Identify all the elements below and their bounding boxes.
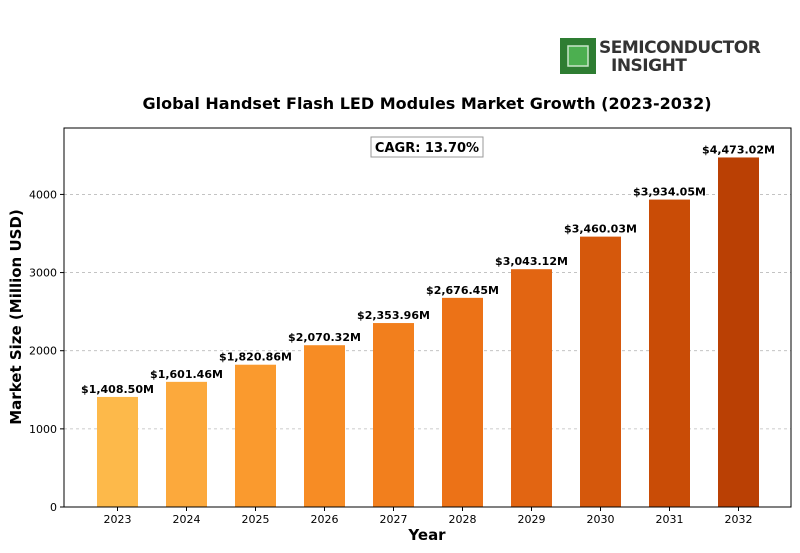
logo-chip-core — [567, 45, 589, 67]
x-tick-label-2027: 2027 — [380, 513, 408, 526]
x-axis-label: Year — [407, 526, 446, 544]
chart-title: Global Handset Flash LED Modules Market … — [142, 94, 711, 113]
data-label-2031: $3,934.05M — [633, 186, 706, 199]
x-ticks-group: 2023 2024 2025 2026 2027 2028 2029 2030 2031 2032 — [104, 507, 753, 526]
bar-2024 — [166, 381, 207, 507]
x-tick-label-2028: 2028 — [449, 513, 477, 526]
x-tick-label-2032: 2032 — [725, 513, 753, 526]
bars-group — [97, 157, 759, 507]
y-tick-label: 1000 — [29, 423, 57, 436]
bar-2029 — [511, 269, 552, 507]
y-ticks-group: 0 1000 2000 3000 4000 — [29, 188, 64, 514]
y-tick-label: 2000 — [29, 345, 57, 358]
cagr-annotation: CAGR: 13.70% — [370, 136, 484, 158]
x-tick-label-2031: 2031 — [656, 513, 684, 526]
data-label-2030: $3,460.03M — [564, 223, 637, 236]
data-label-2023: $1,408.50M — [81, 383, 154, 396]
data-label-2032: $4,473.02M — [702, 143, 775, 156]
x-tick-label-2025: 2025 — [242, 513, 270, 526]
y-tick-label: 0 — [50, 501, 57, 514]
cagr-text: CAGR: 13.70% — [375, 141, 479, 156]
x-tick-label-2030: 2030 — [587, 513, 615, 526]
data-label-2028: $2,676.45M — [426, 284, 499, 297]
y-tick-label: 3000 — [29, 267, 57, 280]
bar-2032 — [718, 157, 759, 507]
data-label-2026: $2,070.32M — [288, 331, 361, 344]
x-tick-label-2023: 2023 — [104, 513, 132, 526]
cagr-box — [370, 136, 484, 158]
data-label-2024: $1,601.46M — [150, 368, 223, 381]
y-tick-label: 4000 — [29, 188, 57, 201]
bar-2030 — [580, 236, 621, 507]
bar-2028 — [442, 297, 483, 507]
logo: SEMICONDUCTOR INSIGHT — [560, 38, 761, 76]
y-axis-label: Market Size (Million USD) — [7, 209, 25, 425]
data-label-2027: $2,353.96M — [357, 309, 430, 322]
x-tick-label-2029: 2029 — [518, 513, 546, 526]
bar-2026 — [304, 345, 345, 507]
bar-2027 — [373, 323, 414, 507]
x-tick-label-2026: 2026 — [311, 513, 339, 526]
logo-text-line2: INSIGHT — [611, 56, 687, 76]
data-label-2029: $3,043.12M — [495, 255, 568, 268]
logo-text-line1: SEMICONDUCTOR — [599, 38, 761, 58]
bar-2031 — [649, 199, 690, 507]
x-tick-label-2024: 2024 — [173, 513, 201, 526]
data-label-2025: $1,820.86M — [219, 351, 292, 364]
bar-2023 — [97, 396, 138, 507]
data-labels-group: $1,408.50M $1,601.46M $1,820.86M $2,070.32M… — [81, 143, 775, 395]
bar-2025 — [235, 364, 276, 507]
plot-frame — [63, 127, 792, 508]
